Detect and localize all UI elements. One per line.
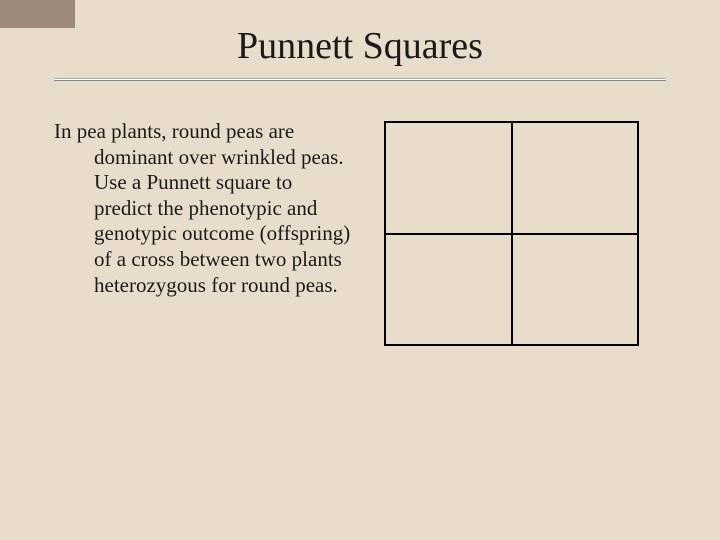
title-region: Punnett Squares bbox=[0, 0, 720, 81]
corner-accent bbox=[0, 0, 75, 28]
content-region: In pea plants, round peas are dominant o… bbox=[0, 81, 720, 346]
body-text: In pea plants, round peas are dominant o… bbox=[54, 119, 354, 298]
punnett-square bbox=[384, 121, 639, 346]
body-rest: dominant over wrinkled peas. Use a Punne… bbox=[54, 145, 354, 299]
page-title: Punnett Squares bbox=[0, 24, 720, 68]
punnett-cell-2 bbox=[386, 234, 512, 345]
punnett-cell-3 bbox=[512, 234, 638, 345]
body-first-line: In pea plants, round peas are bbox=[54, 119, 294, 143]
punnett-cell-0 bbox=[386, 123, 512, 234]
punnett-cell-1 bbox=[512, 123, 638, 234]
